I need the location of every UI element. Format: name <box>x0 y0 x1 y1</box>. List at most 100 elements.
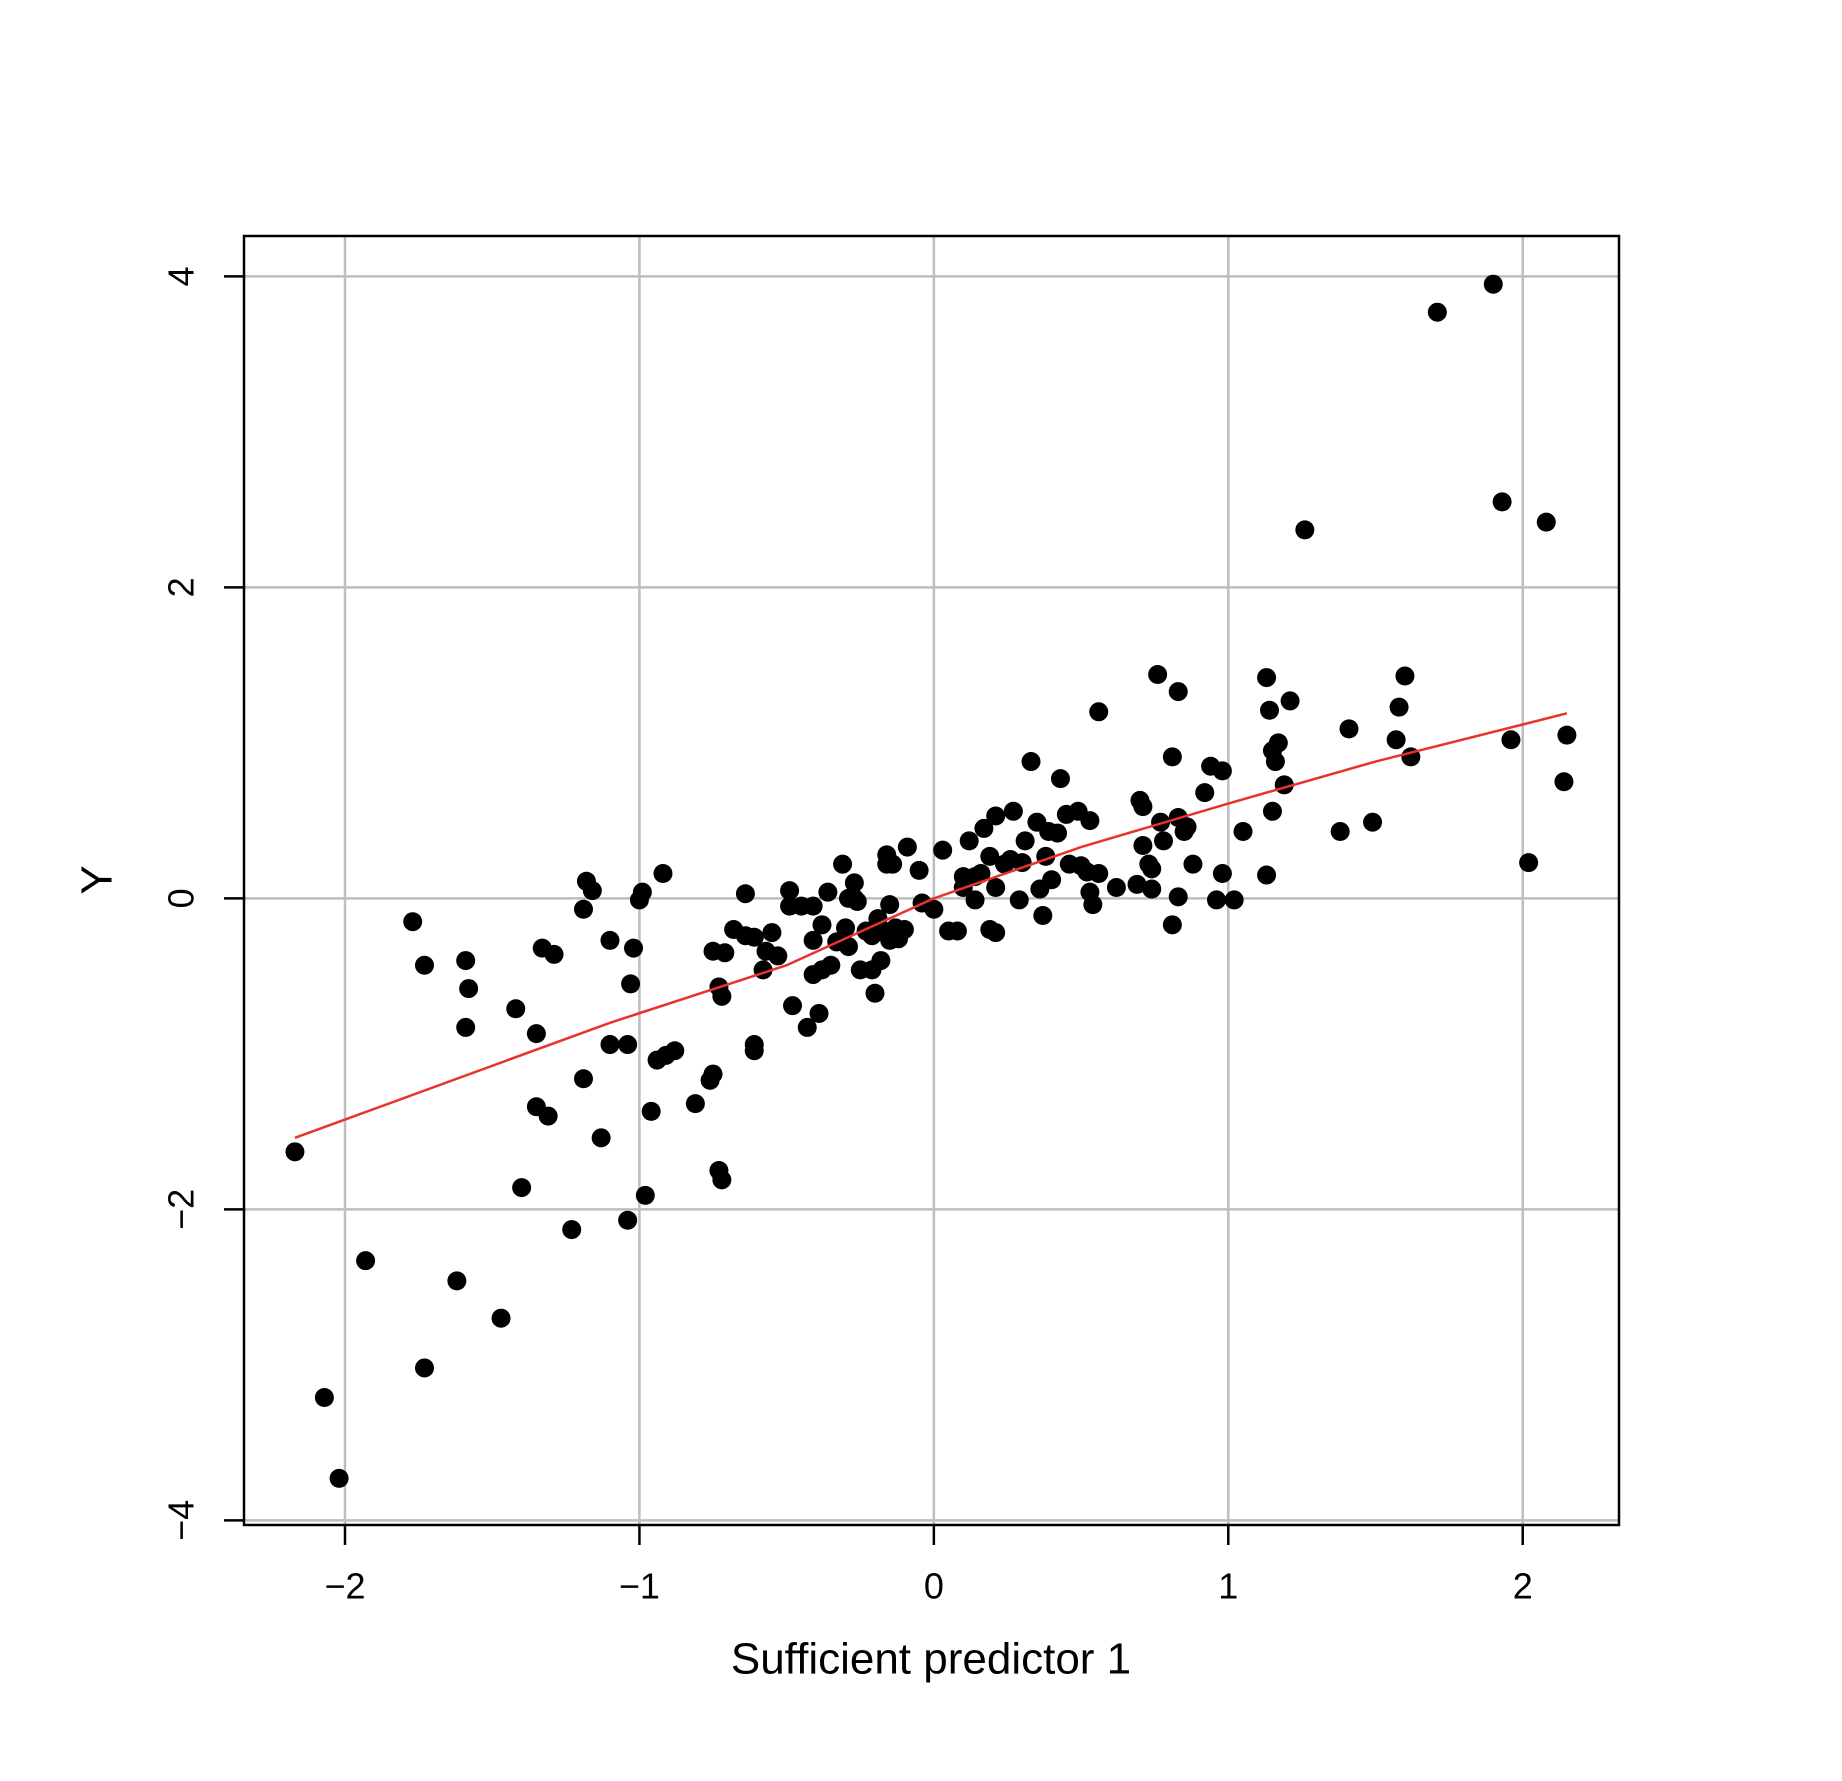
point <box>1009 890 1029 910</box>
x-tick-label: −1 <box>619 1566 660 1607</box>
y-axis-label: Y <box>73 865 122 894</box>
point <box>582 881 602 901</box>
point <box>285 1142 305 1162</box>
point <box>1207 890 1227 910</box>
point <box>712 1170 732 1190</box>
point <box>1492 492 1512 512</box>
point <box>844 873 864 893</box>
point <box>447 1271 467 1291</box>
point <box>1050 769 1070 789</box>
point <box>506 999 526 1019</box>
point <box>624 938 644 958</box>
point <box>1536 512 1556 532</box>
point <box>635 1185 655 1205</box>
point <box>618 1035 638 1055</box>
point <box>1106 877 1126 897</box>
point <box>314 1387 334 1407</box>
point <box>641 1101 661 1121</box>
point <box>1142 859 1162 879</box>
point <box>1268 733 1288 753</box>
point <box>980 846 1000 866</box>
point <box>1133 836 1153 856</box>
point <box>685 1094 705 1114</box>
point <box>768 946 788 966</box>
point <box>1148 664 1168 684</box>
point <box>1162 915 1182 935</box>
point <box>1262 801 1282 821</box>
point <box>812 915 832 935</box>
fit-line <box>294 712 1568 1140</box>
point <box>1012 853 1032 873</box>
point <box>974 818 994 838</box>
point <box>1168 682 1188 702</box>
point <box>1427 302 1447 322</box>
x-tick-label: 2 <box>1513 1566 1533 1607</box>
point <box>712 986 732 1006</box>
point <box>653 864 673 884</box>
point <box>833 854 853 874</box>
point <box>1162 747 1182 767</box>
point <box>909 860 929 880</box>
point <box>403 912 423 932</box>
point <box>600 1035 620 1055</box>
x-tick-label: −2 <box>324 1566 365 1607</box>
point <box>1154 831 1174 851</box>
point <box>1080 811 1100 831</box>
point <box>1395 666 1415 686</box>
point <box>621 974 641 994</box>
point <box>573 899 593 919</box>
point <box>491 1308 511 1328</box>
y-tick-label: −4 <box>161 1500 202 1541</box>
point <box>803 930 823 950</box>
point <box>1257 668 1277 688</box>
point <box>809 1003 829 1023</box>
point <box>1554 772 1574 792</box>
point <box>924 899 944 919</box>
x-tick-label: 1 <box>1218 1566 1238 1607</box>
point <box>1339 719 1359 739</box>
point <box>1083 895 1103 915</box>
point <box>544 944 564 964</box>
point <box>414 1358 434 1378</box>
plot-frame <box>242 234 1621 1527</box>
y-tick-label: −2 <box>161 1189 202 1230</box>
point <box>329 1468 349 1488</box>
point <box>865 983 885 1003</box>
point <box>1260 700 1280 720</box>
point <box>883 854 903 874</box>
point <box>1363 812 1383 832</box>
x-tick-label: 0 <box>924 1566 944 1607</box>
point <box>512 1178 532 1198</box>
point <box>1042 870 1062 890</box>
point <box>986 923 1006 943</box>
point <box>600 930 620 950</box>
point <box>456 1017 476 1037</box>
point <box>744 1041 764 1061</box>
point <box>538 1106 558 1126</box>
point <box>1519 853 1539 873</box>
point <box>744 927 764 947</box>
point <box>797 1017 817 1037</box>
point <box>838 937 858 957</box>
point <box>1280 691 1300 711</box>
point <box>1089 864 1109 884</box>
point <box>986 877 1006 897</box>
point <box>703 1064 723 1084</box>
point <box>1212 864 1232 884</box>
point <box>780 881 800 901</box>
point <box>1330 822 1350 842</box>
point <box>414 955 434 975</box>
point <box>847 891 867 911</box>
point <box>356 1251 376 1271</box>
point <box>1151 812 1171 832</box>
point <box>1033 905 1053 925</box>
point <box>665 1041 685 1061</box>
point <box>632 882 652 902</box>
point <box>591 1128 611 1148</box>
point <box>526 1024 546 1044</box>
point <box>762 923 782 943</box>
y-tick-label: 0 <box>161 888 202 908</box>
point <box>735 884 755 904</box>
point <box>1557 725 1577 745</box>
